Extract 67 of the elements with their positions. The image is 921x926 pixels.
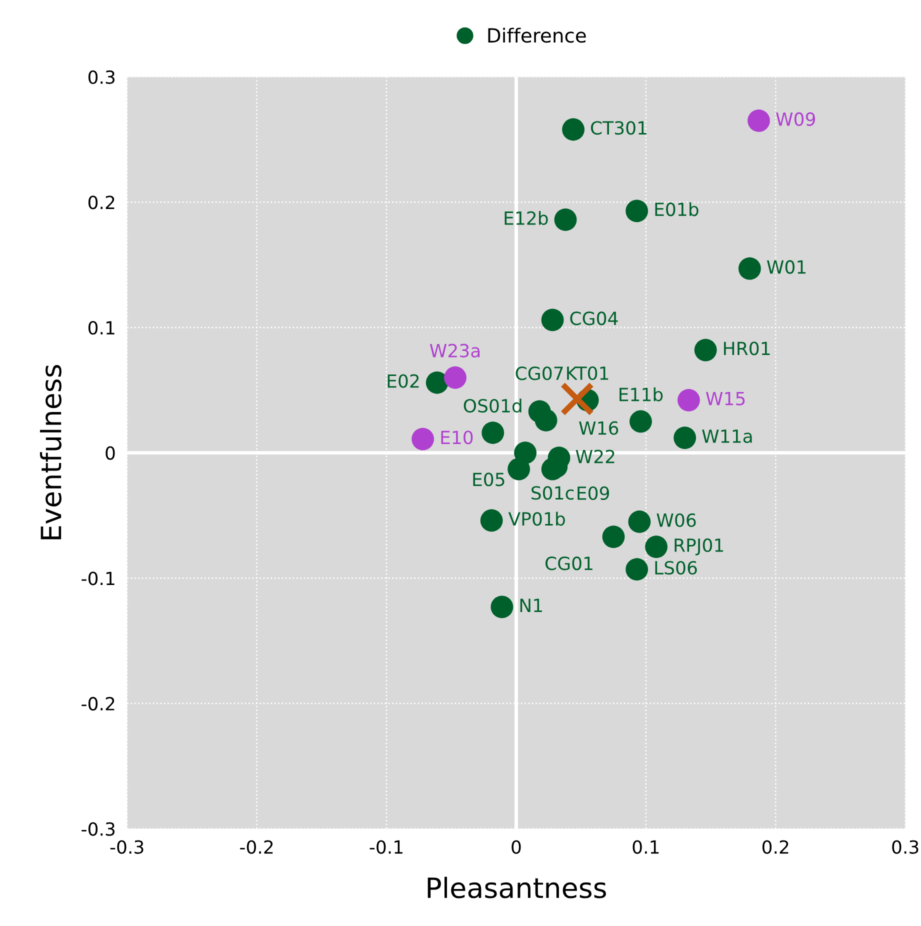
point [541,308,564,332]
x-axis-title: Pleasantness [428,876,606,898]
annotation: E05 [473,472,504,486]
point [645,536,668,558]
annotation: W06 [656,513,696,527]
annotation: W11a [702,430,752,444]
annotation: E01b [655,202,698,216]
annotation: OS01d [464,398,522,413]
annotation: CG07 [516,366,563,380]
point [678,388,700,412]
annotation: VP01b [508,512,565,526]
x-tick-label: 0.3 [892,840,918,854]
annotation: W15 [706,392,745,406]
x-tick-label: 0.2 [762,840,788,854]
annotation: LS06 [655,560,697,575]
annotation: E12b [504,210,548,225]
point [554,208,577,231]
annotation: W16 [579,421,618,435]
x-tick-label: 0 [512,840,521,854]
point [412,428,434,450]
point [508,458,530,480]
x-tick-label: -0.3 [110,840,144,854]
annotation: W22 [576,450,614,464]
point [444,366,466,389]
annotation: W09 [776,112,815,126]
y-tick-label: 0.2 [88,196,114,210]
x-tick-label: 0.1 [632,840,659,854]
annotation: KT01 [567,366,608,380]
point [694,338,717,362]
annotation: N1 [520,598,542,612]
point [630,410,652,433]
point [534,409,558,432]
point [490,596,514,618]
point [480,509,503,532]
point [426,371,448,394]
annotation: HR01 [724,342,770,356]
point [562,118,584,141]
annotation: E02 [388,374,419,388]
annotation: E10 [441,430,473,444]
annotation: CG04 [570,312,618,326]
y-tick-label: 0.1 [88,320,114,335]
y-tick-label: -0.1 [82,572,114,586]
point [602,526,625,548]
point [626,558,648,581]
annotation: W23a [430,344,480,358]
legend-label: Difference [488,28,586,43]
annotation: E11b [620,387,663,402]
annotation: CT301 [590,121,646,135]
point [748,110,770,132]
point [628,510,651,533]
point [560,382,594,416]
x-tick-label: -0.2 [240,840,273,854]
annotation: E09 [578,486,609,500]
y-tick-label: -0.2 [82,696,114,711]
y-tick-label: 0.3 [88,70,115,84]
point [674,426,696,449]
point [738,257,761,280]
annotation: CG01 [545,556,592,570]
annotation: W01 [766,260,806,274]
y-axis-title: Eventfulness [40,365,62,540]
x-tick-label: -0.1 [370,840,402,854]
y-tick-label: -0.3 [82,822,115,836]
annotation: S01c [532,486,574,500]
point [626,200,648,222]
point [482,422,504,444]
y-tick-label: 0 [106,446,115,460]
annotation: RPJ01 [674,538,724,556]
